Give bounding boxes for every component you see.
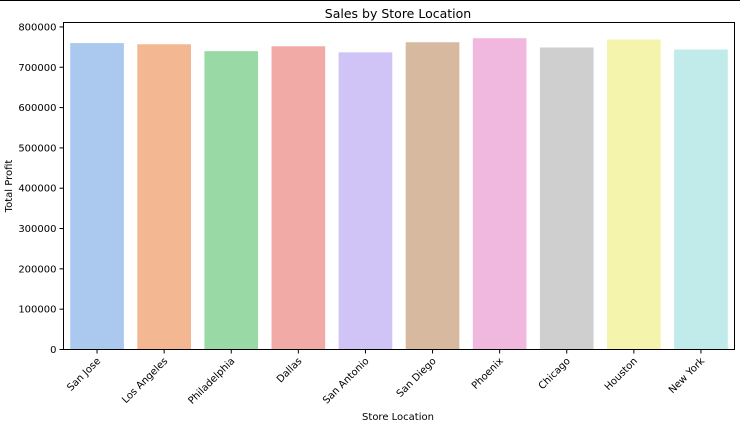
bar-san-jose <box>70 43 124 350</box>
bar-philadelphia <box>204 51 259 350</box>
x-tick-label: San Antonio <box>321 356 372 407</box>
x-tick-label: Philadelphia <box>187 356 238 407</box>
bar-phoenix <box>472 38 527 350</box>
bar-los-angeles <box>137 44 191 350</box>
bars-group <box>70 38 728 350</box>
y-tick-label: 500000 <box>18 143 56 154</box>
x-tick-label: San Diego <box>395 356 439 400</box>
y-tick-label: 400000 <box>18 184 56 195</box>
y-tick-label: 100000 <box>18 305 56 316</box>
bar-san-diego <box>405 42 460 350</box>
x-tick-label: Houston <box>603 356 640 393</box>
x-tick-label: Dallas <box>275 356 305 386</box>
y-axis: 0 100000 200000 300000 400000 500000 600000 700… <box>18 22 64 356</box>
x-tick-label: New York <box>667 356 707 396</box>
x-axis-label: Store Location <box>362 412 434 423</box>
bar-chicago <box>539 47 594 350</box>
y-tick-label: 800000 <box>18 22 56 33</box>
bar-san-antonio <box>338 52 393 350</box>
x-tick-label: Chicago <box>537 356 573 392</box>
x-tick-label: Los Angeles <box>120 356 170 406</box>
y-tick-label: 0 <box>50 345 56 356</box>
y-axis-label: Total Profit <box>4 160 15 214</box>
y-tick-label: 700000 <box>18 63 56 74</box>
x-tick-label: Phoenix <box>470 356 506 392</box>
bar-dallas <box>271 46 326 350</box>
x-tick-label: San Jose <box>65 356 103 394</box>
y-tick-label: 600000 <box>18 103 56 114</box>
window-top-border <box>0 0 740 1</box>
bar-houston <box>607 39 661 350</box>
plot-frame <box>63 22 735 350</box>
bar-new-york <box>674 49 728 350</box>
y-tick-label: 200000 <box>18 264 56 275</box>
chart-title: Sales by Store Location <box>325 6 471 21</box>
y-tick-label: 300000 <box>18 224 56 235</box>
x-axis: San Jose Los Angeles Philadelphia Dallas San… <box>65 349 707 407</box>
